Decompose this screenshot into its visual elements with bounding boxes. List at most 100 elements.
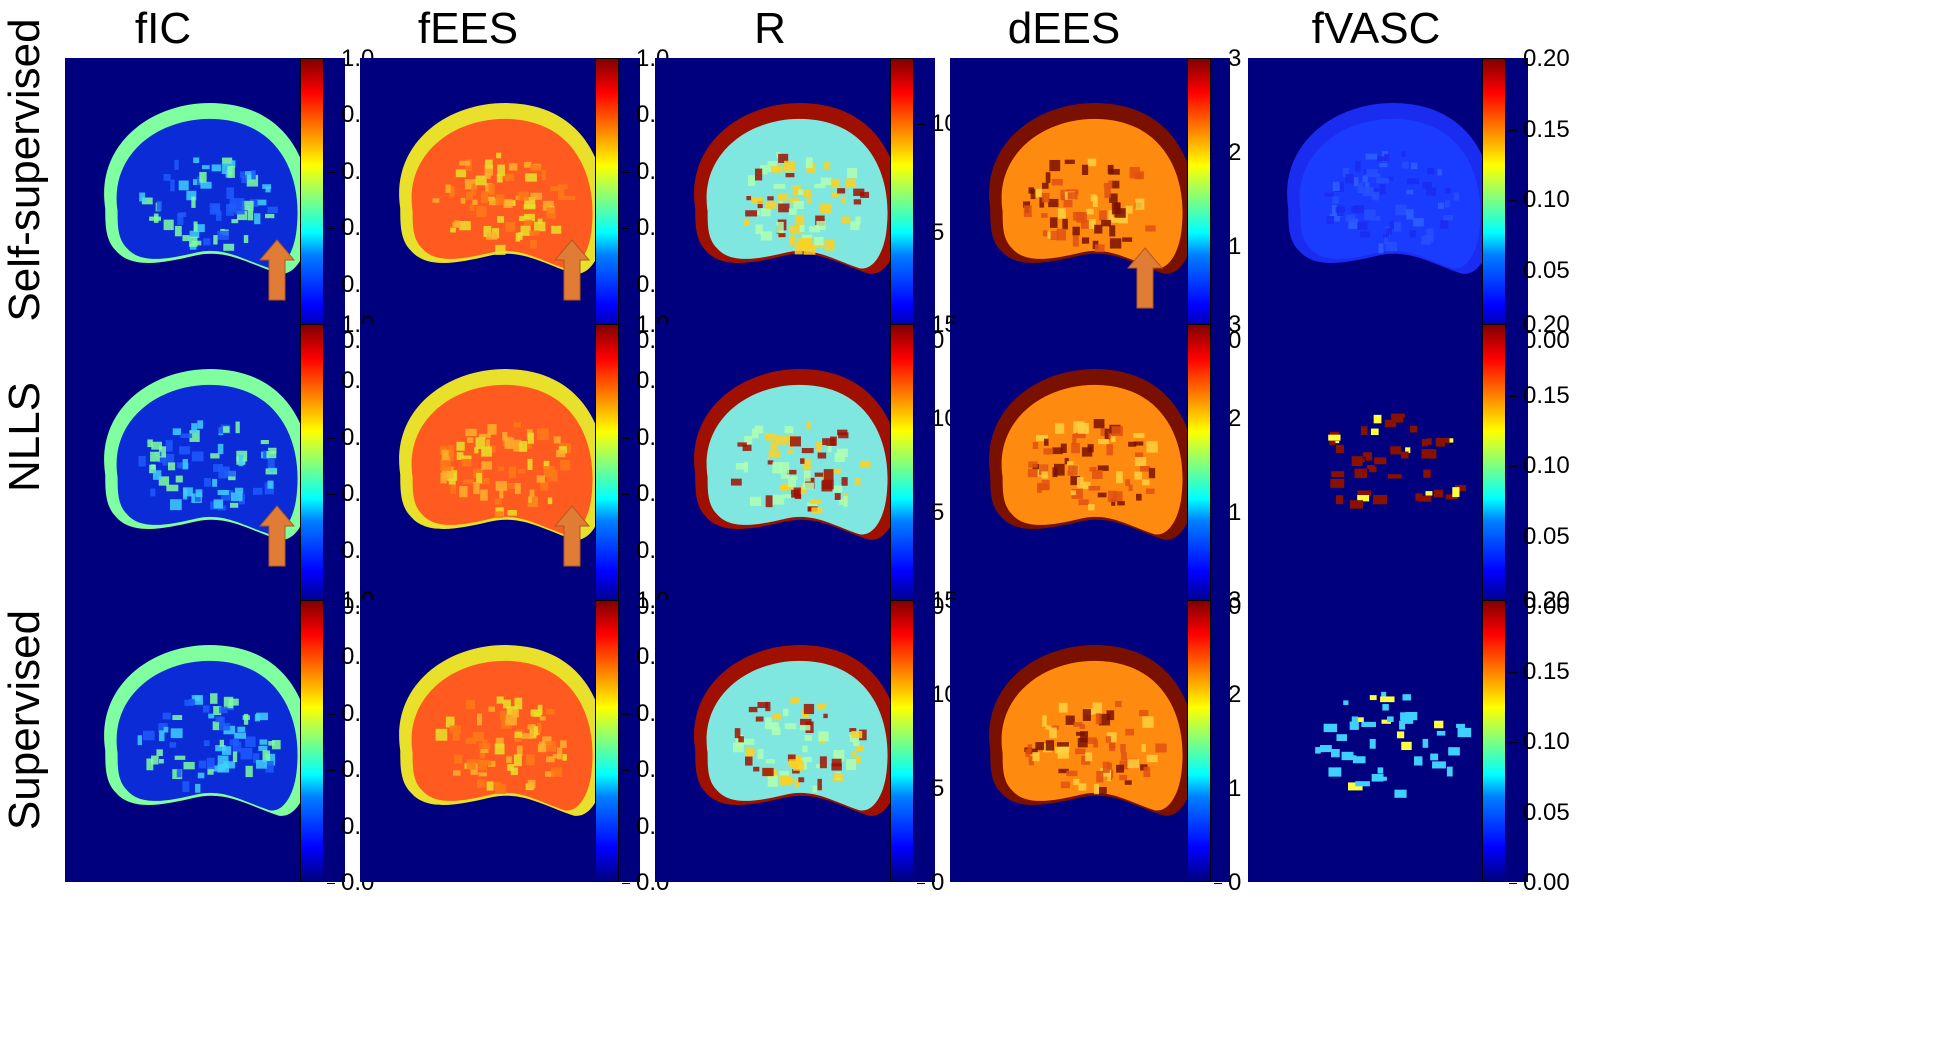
colorbar-tick [917,695,925,696]
colorbar-r-row2: 0 5 10 15 [890,311,958,620]
column-title-fees: fEES [417,4,519,53]
colorbar-tick-label: 1 [1228,775,1242,802]
colorbar-fic-row3: 0.0 0.2 0.4 0.6 0.8 1.0 [300,587,374,896]
colorbar-tick-label: 0.15 [1523,657,1570,685]
colorbar-tick [327,883,335,884]
colorbar-tick [622,770,630,772]
colorbar-tick-label: 1 [1228,499,1242,526]
colorbar-tick-label: 0.20 [1523,45,1570,72]
colorbar-tick-label: 0 [931,869,945,896]
colorbar-tick [1509,883,1517,884]
colorbar-r-row1: 0 5 10 [890,58,958,354]
colorbar-tick-label: 0.15 [1523,381,1570,409]
column-title-fvasc: fVASC [1311,4,1441,53]
colorbar-tick [917,601,925,602]
map-panel-fic-row2 [65,324,345,606]
colorbar-tick [1214,419,1222,420]
colorbar-tick [1214,247,1222,248]
colorbar-tick-label: 3 [1228,311,1242,338]
parameter-map [65,600,345,882]
map-panel-fic-row3 [65,600,345,882]
colorbar-tick-label: 0.05 [1523,522,1570,550]
colorbar-tick [622,325,630,326]
colorbar-tick [1214,59,1222,60]
colorbar-tick-label: 0.10 [1523,186,1570,213]
colorbar-tick [917,325,925,326]
colorbar-tick-label: 2 [1228,681,1242,708]
map-panel-fvasc-row3 [1248,600,1528,882]
colorbar-tick [327,713,335,715]
arrow-marker [553,239,591,301]
colorbar-tick [917,789,925,790]
colorbar-tick [1214,789,1222,790]
colorbar-tick [327,325,335,326]
colorbar-tick [1509,270,1517,272]
colorbar-tick [622,228,630,230]
parameter-map [360,58,640,340]
colorbar-tick [327,601,335,602]
column-title-dees: dEES [1007,4,1121,53]
colorbar-tick [327,550,335,552]
colorbar-dees-row3: 0 1 2 3 [1187,587,1241,896]
colorbar-tick [622,284,630,286]
colorbar-tick-label: 0.20 [1523,587,1570,614]
parameter-map [1248,58,1528,340]
colorbar-tick-label: 2 [1228,139,1242,166]
colorbar-tick [1509,742,1517,743]
colorbar-tick-label: 0.10 [1523,728,1570,755]
colorbar-tick [917,883,925,884]
parameter-map [950,324,1230,606]
arrow-marker [553,505,591,567]
colorbar-tick [1509,200,1517,201]
colorbar-fic-row1: 0.0 0.2 0.4 0.6 0.8 1.0 [300,45,374,354]
colorbar-tick-label: 5 [931,499,945,526]
colorbar-tick [622,601,630,602]
colorbar-tick [622,381,630,383]
parameter-map [360,324,640,606]
colorbar-tick-label: 1 [1228,233,1242,260]
map-panel-dees-row1 [950,58,1230,340]
map-panel-r-row2 [655,324,935,606]
colorbar-tick [917,419,925,420]
map-panel-fees-row1 [360,58,640,340]
colorbar-tick [1509,129,1517,131]
colorbar-tick [1509,395,1517,397]
colorbar-tick-label: 0 [1228,593,1242,620]
colorbar-tick [1509,59,1517,60]
colorbar-tick [622,657,630,659]
colorbar-tick-label: 0.00 [1523,327,1570,354]
parameter-map [360,600,640,882]
colorbar-tick [1214,695,1222,696]
colorbar-tick-label: 5 [931,775,945,802]
colorbar-dees-row2: 0 1 2 3 [1187,311,1241,620]
colorbar-tick-label: 2 [1228,405,1242,432]
map-panel-fees-row2 [360,324,640,606]
row-title-supervised: Supervised [0,609,49,831]
colorbar-tick [1214,513,1222,514]
colorbar-tick [622,115,630,117]
colorbar-tick [622,59,630,60]
parameter-map [655,58,935,340]
row-title-nlls: NLLS [0,381,49,493]
colorbar-tick [1214,883,1222,884]
arrow-marker [1126,247,1164,309]
column-title-r: R [754,4,786,53]
parameter-map [65,58,345,340]
colorbar-tick-label: 0.05 [1523,256,1570,284]
map-panel-fvasc-row2 [1248,324,1528,606]
map-panel-fees-row3 [360,600,640,882]
colorbar-tick [327,826,335,828]
colorbar-tick [327,284,335,286]
colorbar-tick [327,171,335,173]
parameter-map [950,600,1230,882]
colorbar-tick [1509,466,1517,467]
map-panel-r-row3 [655,600,935,882]
colorbar-tick [1509,671,1517,673]
colorbar-tick [327,657,335,659]
map-panel-dees-row2 [950,324,1230,606]
colorbar-tick [1509,325,1517,326]
colorbar-fvasc-row1: 0.00 0.05 0.10 0.15 0.20 [1482,45,1570,354]
colorbar-tick [622,826,630,828]
colorbar-r-row3: 0 5 10 15 [890,587,958,896]
